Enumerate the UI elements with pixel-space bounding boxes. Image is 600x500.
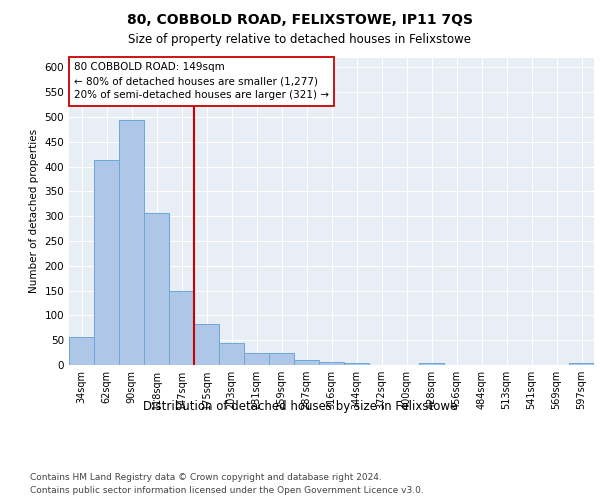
Bar	[269, 352, 294, 365]
Bar	[144, 212, 169, 365]
Text: Size of property relative to detached houses in Felixstowe: Size of property relative to detached ho…	[128, 32, 472, 46]
Bar	[194, 324, 219, 365]
Text: 80, COBBOLD ROAD, FELIXSTOWE, IP11 7QS: 80, COBBOLD ROAD, FELIXSTOWE, IP11 7QS	[127, 12, 473, 26]
Bar	[169, 291, 194, 365]
Bar	[119, 120, 144, 365]
Bar	[419, 363, 444, 365]
Bar	[344, 362, 369, 365]
Y-axis label: Number of detached properties: Number of detached properties	[29, 129, 39, 294]
Text: Contains HM Land Registry data © Crown copyright and database right 2024.: Contains HM Land Registry data © Crown c…	[30, 472, 382, 482]
Text: Distribution of detached houses by size in Felixstowe: Distribution of detached houses by size …	[143, 400, 457, 413]
Bar	[219, 343, 244, 365]
Text: Contains public sector information licensed under the Open Government Licence v3: Contains public sector information licen…	[30, 486, 424, 495]
Bar	[94, 160, 119, 365]
Bar	[69, 336, 94, 365]
Bar	[569, 363, 594, 365]
Bar	[319, 362, 344, 365]
Bar	[294, 360, 319, 365]
Bar	[244, 352, 269, 365]
Text: 80 COBBOLD ROAD: 149sqm
← 80% of detached houses are smaller (1,277)
20% of semi: 80 COBBOLD ROAD: 149sqm ← 80% of detache…	[74, 62, 329, 100]
